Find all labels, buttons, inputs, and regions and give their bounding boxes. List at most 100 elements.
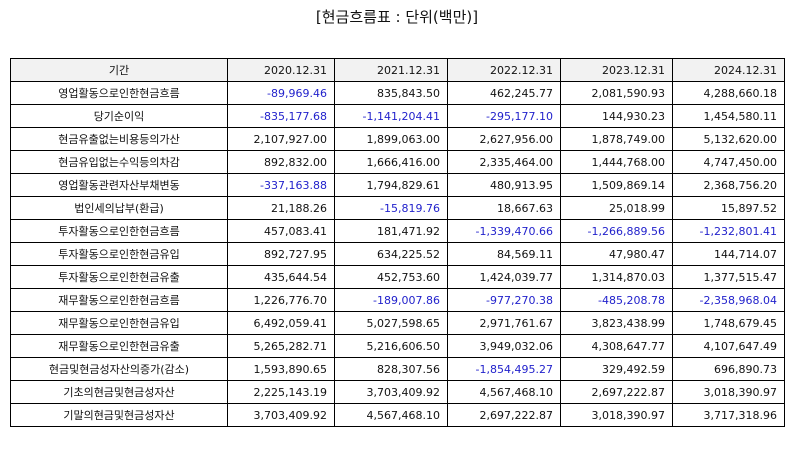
page-title: [현금흐름표 : 단위(백만)] bbox=[315, 8, 479, 26]
table-row: 재무활동으로인한현금유입 6,492,059.41 5,027,598.65 2,97… bbox=[10, 311, 785, 335]
table-cell: 3,949,032.06 bbox=[447, 334, 561, 358]
table-cell: 4,288,660.18 bbox=[672, 81, 785, 105]
table-cell: 181,471.92 bbox=[334, 219, 448, 243]
table-cell: 2,368,756.20 bbox=[672, 173, 785, 197]
row-label: 투자활동으로인한현금흐름 bbox=[10, 219, 228, 243]
table-cell: 1,878,749.00 bbox=[560, 127, 673, 151]
row-label: 재무활동으로인한현금유출 bbox=[10, 334, 228, 358]
table-cell: -1,266,889.56 bbox=[560, 219, 673, 243]
table-cell: 828,307.56 bbox=[334, 357, 448, 381]
table-cell: 1,748,679.45 bbox=[672, 311, 785, 335]
table-cell: 144,714.07 bbox=[672, 242, 785, 266]
table-cell: 2,335,464.00 bbox=[447, 150, 561, 174]
row-label: 영업활동으로인한현금흐름 bbox=[10, 81, 228, 105]
table-cell: -15,819.76 bbox=[334, 196, 448, 220]
row-label: 법인세의납부(환급) bbox=[10, 196, 228, 220]
table-row: 현금유출없는비용등의가산 2,107,927.00 1,899,063.00 2,62… bbox=[10, 127, 785, 151]
table-cell: 2,697,222.87 bbox=[560, 380, 673, 404]
column-header-2020: 2020.12.31 bbox=[227, 58, 335, 82]
table-cell: 1,377,515.47 bbox=[672, 265, 785, 289]
column-header-2023: 2023.12.31 bbox=[560, 58, 673, 82]
table-row: 현금유입없는수익등의차감 892,832.00 1,666,416.00 2,335,… bbox=[10, 150, 785, 174]
table-cell: 2,971,761.67 bbox=[447, 311, 561, 335]
row-label: 투자활동으로인한현금유입 bbox=[10, 242, 228, 266]
table-cell: 1,454,580.11 bbox=[672, 104, 785, 128]
column-header-2022: 2022.12.31 bbox=[447, 58, 561, 82]
table-header-row: 기간 2020.12.31 2021.12.31 2022.12.31 2023… bbox=[10, 58, 785, 82]
table-cell: -295,177.10 bbox=[447, 104, 561, 128]
row-label: 현금및현금성자산의증가(감소) bbox=[10, 357, 228, 381]
table-cell: 5,265,282.71 bbox=[227, 334, 335, 358]
table-cell: 452,753.60 bbox=[334, 265, 448, 289]
table-cell: -485,208.78 bbox=[560, 288, 673, 312]
table-cell: 2,697,222.87 bbox=[447, 403, 561, 427]
table-cell: 3,823,438.99 bbox=[560, 311, 673, 335]
table-cell: 1,424,039.77 bbox=[447, 265, 561, 289]
table-row: 영업활동으로인한현금흐름 -89,969.46 835,843.50 462,245.… bbox=[10, 81, 785, 105]
table-cell: 47,980.47 bbox=[560, 242, 673, 266]
table-cell: 462,245.77 bbox=[447, 81, 561, 105]
table-row: 투자활동으로인한현금유출 435,644.54 452,753.60 1,424,03… bbox=[10, 265, 785, 289]
table-row: 영업활동관련자산부채변동 -337,163.88 1,794,829.61 480,9… bbox=[10, 173, 785, 197]
table-cell: 25,018.99 bbox=[560, 196, 673, 220]
table-row: 현금및현금성자산의증가(감소) 1,593,890.65 828,307.56 -1,… bbox=[10, 357, 785, 381]
table-cell: 84,569.11 bbox=[447, 242, 561, 266]
table-cell: -977,270.38 bbox=[447, 288, 561, 312]
table-row: 투자활동으로인한현금유입 892,727.95 634,225.52 84,569.1… bbox=[10, 242, 785, 266]
table-cell: 21,188.26 bbox=[227, 196, 335, 220]
table-row: 당기순이익 -835,177.68 -1,141,204.41 -295,177.10… bbox=[10, 104, 785, 128]
table-cell: -1,339,470.66 bbox=[447, 219, 561, 243]
table-cell: 2,107,927.00 bbox=[227, 127, 335, 151]
table-cell: 144,930.23 bbox=[560, 104, 673, 128]
table-cell: 1,593,890.65 bbox=[227, 357, 335, 381]
table-row: 재무활동으로인한현금유출 5,265,282.71 5,216,606.50 3,94… bbox=[10, 334, 785, 358]
row-label: 당기순이익 bbox=[10, 104, 228, 128]
table-cell: 835,843.50 bbox=[334, 81, 448, 105]
row-label: 영업활동관련자산부채변동 bbox=[10, 173, 228, 197]
table-cell: 5,132,620.00 bbox=[672, 127, 785, 151]
table-cell: -337,163.88 bbox=[227, 173, 335, 197]
table-cell: 892,832.00 bbox=[227, 150, 335, 174]
row-label: 재무활동으로인한현금유입 bbox=[10, 311, 228, 335]
table-cell: 18,667.63 bbox=[447, 196, 561, 220]
table-cell: -1,854,495.27 bbox=[447, 357, 561, 381]
table-cell: 1,794,829.61 bbox=[334, 173, 448, 197]
table-cell: 4,308,647.77 bbox=[560, 334, 673, 358]
table-cell: 892,727.95 bbox=[227, 242, 335, 266]
table-cell: 3,717,318.96 bbox=[672, 403, 785, 427]
table-cell: -1,141,204.41 bbox=[334, 104, 448, 128]
table-row: 투자활동으로인한현금흐름 457,083.41 181,471.92 -1,339,4… bbox=[10, 219, 785, 243]
cash-flow-table: 기간 2020.12.31 2021.12.31 2022.12.31 2023… bbox=[10, 58, 785, 427]
row-label: 투자활동으로인한현금유출 bbox=[10, 265, 228, 289]
table-cell: 1,314,870.03 bbox=[560, 265, 673, 289]
table-cell: 4,107,647.49 bbox=[672, 334, 785, 358]
table-cell: 4,747,450.00 bbox=[672, 150, 785, 174]
table-cell: 3,018,390.97 bbox=[672, 380, 785, 404]
row-label: 재무활동으로인한현금흐름 bbox=[10, 288, 228, 312]
table-row: 법인세의납부(환급) 21,188.26 -15,819.76 18,667.63 25… bbox=[10, 196, 785, 220]
table-row: 재무활동으로인한현금흐름 1,226,776.70 -189,007.86 -977,… bbox=[10, 288, 785, 312]
table-row: 기초의현금및현금성자산 2,225,143.19 3,703,409.92 4,567… bbox=[10, 380, 785, 404]
row-label: 현금유출없는비용등의가산 bbox=[10, 127, 228, 151]
table-cell: 5,216,606.50 bbox=[334, 334, 448, 358]
table-cell: 4,567,468.10 bbox=[447, 380, 561, 404]
table-cell: 1,666,416.00 bbox=[334, 150, 448, 174]
table-row: 기말의현금및현금성자산 3,703,409.92 4,567,468.10 2,697… bbox=[10, 403, 785, 427]
table-cell: 1,899,063.00 bbox=[334, 127, 448, 151]
row-label: 현금유입없는수익등의차감 bbox=[10, 150, 228, 174]
table-cell: 3,703,409.92 bbox=[227, 403, 335, 427]
table-cell: 2,627,956.00 bbox=[447, 127, 561, 151]
table-cell: 2,081,590.93 bbox=[560, 81, 673, 105]
table-cell: 1,444,768.00 bbox=[560, 150, 673, 174]
table-cell: 329,492.59 bbox=[560, 357, 673, 381]
table-cell: -1,232,801.41 bbox=[672, 219, 785, 243]
table-cell: 1,226,776.70 bbox=[227, 288, 335, 312]
table-cell: 3,018,390.97 bbox=[560, 403, 673, 427]
column-header-period: 기간 bbox=[10, 58, 228, 82]
row-label: 기초의현금및현금성자산 bbox=[10, 380, 228, 404]
table-cell: 696,890.73 bbox=[672, 357, 785, 381]
table-cell: -189,007.86 bbox=[334, 288, 448, 312]
table-cell: 2,225,143.19 bbox=[227, 380, 335, 404]
column-header-2024: 2024.12.31 bbox=[672, 58, 785, 82]
column-header-2021: 2021.12.31 bbox=[334, 58, 448, 82]
